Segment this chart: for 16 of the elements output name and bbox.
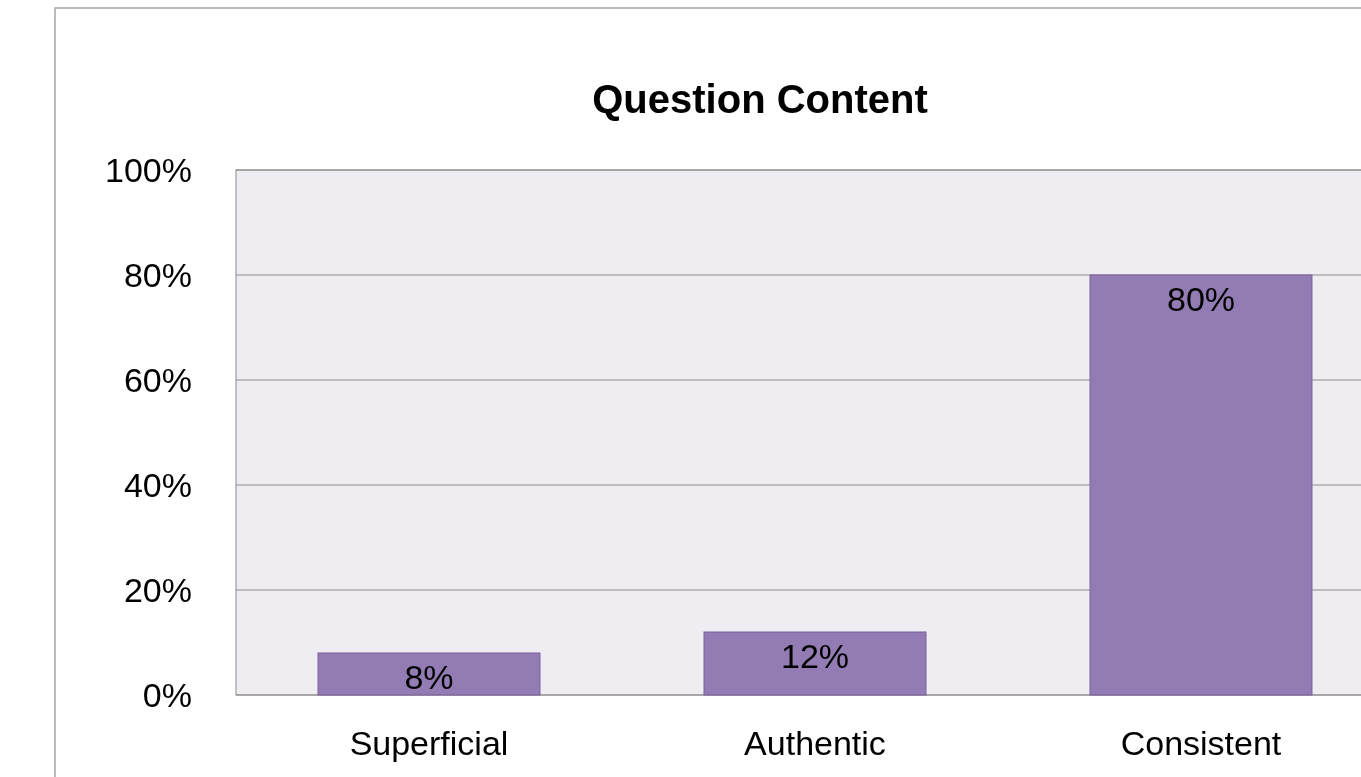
bar [317, 652, 541, 696]
y-tick-label: 100% [105, 150, 192, 189]
bar [1089, 274, 1313, 696]
y-tick-label: 80% [123, 255, 192, 294]
y-tick-label: 0% [142, 675, 192, 714]
data-label: 12% [780, 637, 850, 675]
data-label: 80% [1166, 280, 1236, 318]
x-tick-label: Consistent [1120, 724, 1282, 762]
x-tick-label: Authentic [744, 724, 886, 762]
x-tick-label: Superficial [349, 724, 509, 762]
y-tick-label: 40% [123, 465, 192, 504]
y-tick-label: 60% [123, 360, 192, 399]
bar [703, 631, 927, 696]
data-label: 8% [404, 658, 454, 696]
chart-title: Question Content [592, 77, 928, 121]
y-tick-label: 20% [123, 570, 192, 609]
